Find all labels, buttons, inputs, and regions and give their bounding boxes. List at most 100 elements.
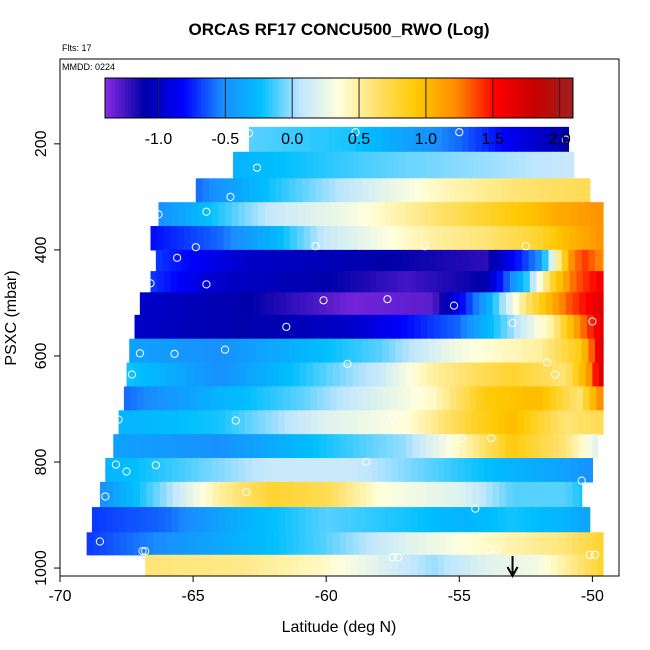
heatmap-cell bbox=[348, 249, 357, 272]
colorbar-swatch bbox=[369, 78, 373, 118]
heatmap-cell bbox=[359, 151, 367, 179]
heatmap-cell bbox=[479, 532, 487, 556]
heatmap-cell bbox=[213, 292, 221, 316]
heatmap-cell bbox=[205, 554, 213, 577]
heatmap-cell bbox=[568, 338, 576, 364]
colorbar-swatch bbox=[275, 78, 280, 118]
heatmap-cell bbox=[552, 481, 560, 508]
heatmap-cell bbox=[279, 532, 287, 556]
heatmap-cell bbox=[391, 202, 399, 227]
heatmap-cell bbox=[158, 554, 166, 577]
heatmap-cell bbox=[515, 126, 523, 153]
heatmap-cell bbox=[278, 410, 286, 435]
heatmap-cell bbox=[517, 202, 526, 227]
heatmap-cell bbox=[426, 434, 434, 459]
heatmap-cell bbox=[491, 554, 499, 577]
heatmap-cell bbox=[258, 202, 266, 227]
colorbar-swatch bbox=[466, 78, 470, 118]
heatmap-cell bbox=[198, 507, 206, 533]
heatmap-cell bbox=[505, 362, 514, 388]
heatmap-cell bbox=[237, 271, 245, 293]
heatmap-cell bbox=[386, 151, 394, 179]
heatmap-cell bbox=[262, 249, 270, 272]
heatmap-cell bbox=[439, 292, 447, 316]
heatmap-cell bbox=[159, 434, 168, 459]
heatmap-cell bbox=[382, 178, 390, 203]
heatmap-cell bbox=[509, 226, 518, 251]
heatmap-cell bbox=[398, 202, 406, 227]
heatmap-cell bbox=[135, 338, 144, 364]
heatmap-cell bbox=[310, 226, 318, 251]
heatmap-cell bbox=[303, 226, 311, 251]
heatmap-cell bbox=[210, 226, 218, 251]
heatmap-cell bbox=[428, 126, 436, 153]
heatmap-cell bbox=[511, 507, 519, 533]
heatmap-cell bbox=[356, 226, 365, 251]
heatmap-cell bbox=[245, 410, 253, 435]
heatmap-cell bbox=[318, 554, 326, 577]
heatmap-cell bbox=[479, 434, 487, 459]
heatmap-cell bbox=[517, 410, 526, 435]
colorbar-swatch bbox=[445, 78, 450, 118]
heatmap-cell bbox=[375, 249, 383, 272]
heatmap-cell bbox=[398, 410, 406, 435]
heatmap-cell bbox=[153, 292, 161, 316]
sample-point bbox=[170, 349, 179, 358]
heatmap-cell bbox=[203, 386, 211, 411]
heatmap-cell bbox=[531, 507, 539, 533]
heatmap-cell bbox=[368, 338, 377, 364]
heatmap-cell bbox=[133, 481, 141, 508]
heatmap-cell bbox=[351, 554, 359, 577]
heatmap-cell bbox=[477, 507, 486, 533]
heatmap-cell bbox=[539, 151, 547, 179]
heatmap-cell bbox=[315, 338, 323, 364]
heatmap-cell bbox=[455, 126, 463, 153]
heatmap-cell bbox=[468, 249, 476, 272]
heatmap-cell bbox=[521, 249, 530, 272]
colorbar-swatch bbox=[128, 78, 133, 118]
heatmap-cell bbox=[524, 554, 532, 577]
heatmap-cell bbox=[335, 338, 343, 364]
heatmap-cell bbox=[330, 271, 338, 293]
heatmap-cell bbox=[491, 202, 499, 227]
heatmap-cell bbox=[435, 126, 443, 153]
colorbar-swatch bbox=[562, 78, 567, 118]
heatmap-cell bbox=[231, 554, 239, 577]
colorbar-swatch bbox=[415, 78, 420, 118]
heatmap-cell bbox=[394, 314, 402, 340]
heatmap-cell bbox=[541, 126, 550, 153]
heatmap-cell bbox=[399, 151, 407, 179]
heatmap-cell bbox=[211, 410, 219, 435]
heatmap-cell bbox=[451, 410, 459, 435]
heatmap-cell bbox=[591, 554, 599, 577]
heatmap-cell bbox=[189, 249, 197, 272]
heatmap-cell bbox=[316, 386, 325, 411]
heatmap-cell bbox=[332, 292, 341, 316]
colorbar-swatch bbox=[365, 78, 370, 118]
heatmap-cell bbox=[165, 554, 173, 577]
heatmap-cell bbox=[464, 458, 472, 483]
heatmap-cell bbox=[451, 202, 459, 227]
heatmap-cell bbox=[445, 532, 454, 556]
heatmap-cell bbox=[352, 362, 361, 388]
heatmap-cell bbox=[511, 554, 519, 577]
heatmap-cell bbox=[457, 410, 466, 435]
heatmap-cell bbox=[344, 507, 353, 533]
heatmap-cell bbox=[585, 292, 593, 316]
heatmap-cell bbox=[304, 202, 313, 227]
heatmap-cell bbox=[178, 410, 186, 435]
colorbar-swatch bbox=[432, 78, 437, 118]
heatmap-cell bbox=[545, 362, 554, 388]
heatmap-cell bbox=[529, 386, 538, 411]
heatmap-cell bbox=[561, 178, 570, 203]
heatmap-cell bbox=[275, 249, 283, 272]
heatmap-cell bbox=[441, 126, 450, 153]
colorbar-tick-label: 1.0 bbox=[415, 131, 437, 148]
heatmap-cell bbox=[375, 338, 383, 364]
heatmap-cell bbox=[178, 458, 186, 483]
heatmap-cell bbox=[529, 226, 538, 251]
heatmap-cell bbox=[213, 481, 221, 508]
heatmap-cell bbox=[98, 507, 106, 533]
heatmap-cell bbox=[226, 532, 234, 556]
